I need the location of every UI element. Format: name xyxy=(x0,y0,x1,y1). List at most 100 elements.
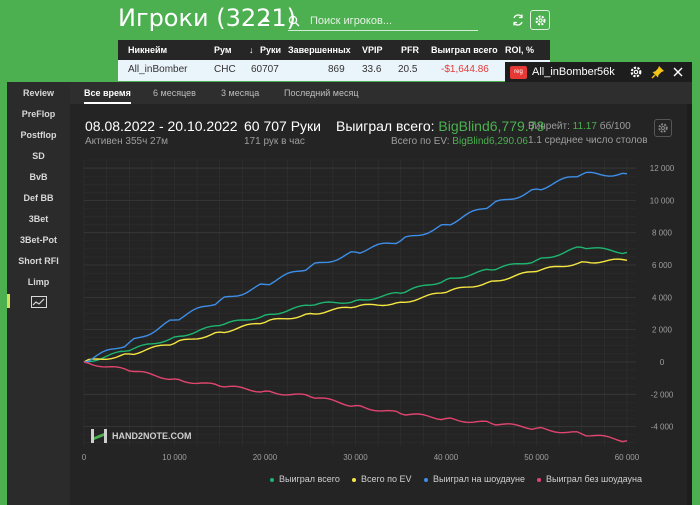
hand2note-logo-icon xyxy=(91,429,107,443)
stats-sidebar: Review PreFlop Postflop SD BvB Def BB 3B… xyxy=(7,82,70,505)
legend-label: Всего по EV xyxy=(361,474,412,484)
legend-item[interactable]: Выиграл всего xyxy=(270,474,340,484)
cell-room: CHC xyxy=(214,64,236,75)
y-tick-label: 0 xyxy=(660,358,665,367)
column-header-hands[interactable]: Руки xyxy=(260,45,282,55)
series-line xyxy=(83,171,628,363)
sidebar-item-review[interactable]: Review xyxy=(22,88,55,98)
watermark-text: HAND2NOTE.COM xyxy=(112,431,192,441)
sidebar-item-def-bb[interactable]: Def BB xyxy=(23,193,54,203)
avg-tables: 1.1 среднее число столов xyxy=(528,135,648,146)
column-header-pfr[interactable]: PFR xyxy=(401,45,419,55)
tab-label: Все время xyxy=(84,88,131,98)
gear-icon[interactable] xyxy=(654,119,672,137)
tab-3-months[interactable]: 3 месяца xyxy=(221,88,260,98)
x-tick-label: 50 000 xyxy=(524,453,549,462)
legend-label: Выиграл на шоудауне xyxy=(433,474,525,484)
winrate-value: 11.17 xyxy=(572,121,597,132)
column-header-completed[interactable]: Завершенных xyxy=(288,45,351,55)
y-tick-label: -2 000 xyxy=(651,390,674,399)
winrate-label: Винрейт: xyxy=(528,121,570,132)
winrate: Винрейт: 11.17 бб/100 xyxy=(528,121,631,132)
column-header-room[interactable]: Рум xyxy=(214,45,232,55)
x-tick-label: 60 000 xyxy=(615,453,640,462)
winrate-unit: бб/100 xyxy=(599,121,631,132)
y-tick-label: 10 000 xyxy=(650,196,675,205)
x-tick-label: 0 xyxy=(82,453,87,462)
active-indicator xyxy=(7,294,10,308)
date-range: 08.08.2022 - 20.10.2022 xyxy=(85,118,238,134)
refresh-icon[interactable] xyxy=(508,10,528,30)
legend-item[interactable]: Выиграл на шоудауне xyxy=(424,474,525,484)
legend-item[interactable]: Выиграл без шоудауна xyxy=(537,474,642,484)
tab-active-underline xyxy=(84,102,131,104)
player-hands-short: 56k xyxy=(597,66,615,78)
close-icon[interactable] xyxy=(672,66,684,81)
y-tick-label: 2 000 xyxy=(652,326,673,335)
legend-label: Выиграл без шоудауна xyxy=(546,474,642,484)
y-tick-label: 6 000 xyxy=(652,261,673,270)
gear-icon[interactable] xyxy=(530,10,550,30)
cell-won-total: -$1,644.86 xyxy=(441,64,489,75)
series-line xyxy=(83,258,628,363)
sort-arrow-icon: ↓ xyxy=(249,45,254,55)
sidebar-item-postflop[interactable]: Postflop xyxy=(20,130,57,140)
cell-hands: 60707 xyxy=(251,64,279,75)
caret-up-icon[interactable] xyxy=(262,17,270,22)
legend-label: Выиграл всего xyxy=(279,474,340,484)
players-table: Никнейм Рум ↓ Руки Завершенных VPIP PFR … xyxy=(118,40,550,81)
sidebar-item-limp[interactable]: Limp xyxy=(27,277,50,287)
search-icon xyxy=(288,15,300,27)
sidebar-item-3bet-pot[interactable]: 3Bet-Pot xyxy=(19,235,57,245)
player-window-titlebar[interactable]: reg All_inBomber 56k xyxy=(505,62,692,83)
y-tick-label: 12 000 xyxy=(650,164,675,173)
chart-icon[interactable] xyxy=(31,295,47,313)
column-header-won-total[interactable]: Выиграл всего xyxy=(431,45,498,55)
tab-all-time[interactable]: Все время xyxy=(84,82,131,104)
series-line xyxy=(83,246,628,363)
sidebar-item-3bet[interactable]: 3Bet xyxy=(28,214,49,224)
sidebar-item-preflop[interactable]: PreFlop xyxy=(21,109,56,119)
y-tick-label: -4 000 xyxy=(651,423,674,432)
active-time: Активен 355ч 27м xyxy=(85,136,169,147)
x-tick-label: 10 000 xyxy=(162,453,187,462)
ev-total-label: Всего по EV: xyxy=(391,136,450,147)
legend-item[interactable]: Всего по EV xyxy=(352,474,411,484)
period-tabs: Все время 6 месяцев 3 месяца Последний м… xyxy=(70,82,692,104)
cell-pfr: 20.5 xyxy=(398,64,418,75)
tab-last-month[interactable]: Последний месяц xyxy=(284,88,359,98)
sidebar-item-sd[interactable]: SD xyxy=(32,151,45,161)
x-tick-label: 40 000 xyxy=(434,453,459,462)
graph-panel: 08.08.2022 - 20.10.2022 Активен 355ч 27м… xyxy=(70,104,687,505)
y-tick-label: 8 000 xyxy=(652,229,673,238)
pin-icon[interactable] xyxy=(651,65,665,82)
series-line xyxy=(83,361,628,443)
table-row[interactable]: All_inBomber CHC 60707 869 33.6 20.5 -$1… xyxy=(118,60,550,81)
sidebar-item-bvb[interactable]: BvB xyxy=(29,172,48,182)
table-header: Никнейм Рум ↓ Руки Завершенных VPIP PFR … xyxy=(118,40,550,60)
player-type-badge: reg xyxy=(510,66,527,79)
cell-completed: 869 xyxy=(328,64,345,75)
player-name: All_inBomber xyxy=(532,66,598,78)
x-tick-label: 30 000 xyxy=(343,453,368,462)
sidebar-item-short-rfi[interactable]: Short RFI xyxy=(18,256,59,266)
hands-per-hour: 171 рук в час xyxy=(244,136,305,147)
cell-vpip: 33.6 xyxy=(362,64,382,75)
x-tick-label: 20 000 xyxy=(253,453,278,462)
ev-total: Всего по EV: BigBlind6,290.06 xyxy=(391,136,528,147)
column-header-vpip[interactable]: VPIP xyxy=(362,45,383,55)
gear-icon[interactable] xyxy=(629,65,643,82)
won-total-label: Выиграл всего: xyxy=(336,118,435,134)
search-box[interactable] xyxy=(288,12,478,31)
search-input[interactable] xyxy=(310,12,475,30)
tab-6-months[interactable]: 6 месяцев xyxy=(153,88,196,98)
hands-count: 60 707 Руки xyxy=(244,118,321,134)
cell-nickname: All_inBomber xyxy=(128,64,188,75)
won-total: Выиграл всего: BigBlind6,779.73 xyxy=(336,118,544,134)
won-total-value: BigBlind6,779.73 xyxy=(438,118,545,134)
profit-chart: 12 000 10 000 8 000 6 000 4 000 2 000 0 -2 000 -… xyxy=(82,159,675,462)
y-tick-label: 4 000 xyxy=(652,293,673,302)
ev-total-value: BigBlind6,290.06 xyxy=(452,136,528,147)
column-header-roi[interactable]: ROI, % xyxy=(505,45,535,55)
column-header-nickname[interactable]: Никнейм xyxy=(128,45,168,55)
